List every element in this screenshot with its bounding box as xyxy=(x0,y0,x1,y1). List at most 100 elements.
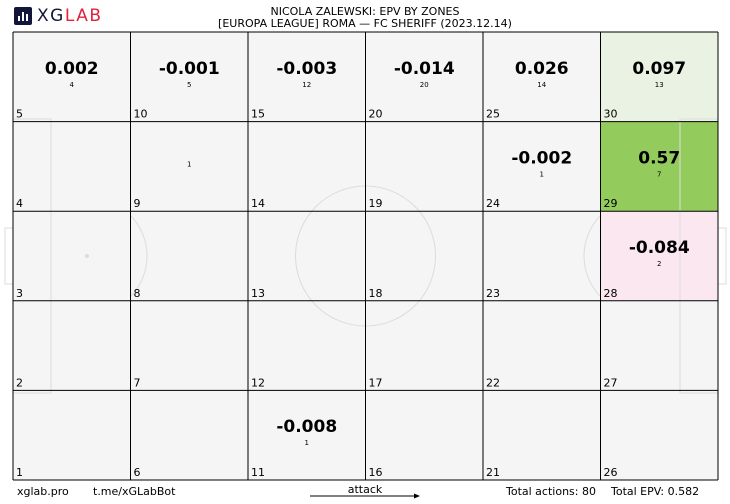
zone-id-label: 17 xyxy=(369,376,383,389)
actions-count-label: 1 xyxy=(305,439,309,447)
zone-id-label: 6 xyxy=(134,466,141,479)
epv-value-label: -0.008 xyxy=(276,417,337,437)
zone-cell-11 xyxy=(248,390,366,480)
zone-cell-28 xyxy=(600,211,718,301)
zone-cell-4 xyxy=(13,121,131,212)
brand-name-part1: XG xyxy=(37,6,65,26)
zone-cell-3 xyxy=(13,211,131,301)
zone-id-label: 9 xyxy=(134,197,141,210)
zone-id-label: 30 xyxy=(604,108,618,121)
actions-count-label: 2 xyxy=(657,260,661,268)
zone-id-label: 29 xyxy=(604,197,618,210)
zone-id-label: 13 xyxy=(251,287,265,300)
total-epv: Total EPV: 0.582 xyxy=(611,485,700,498)
zone-cell-21 xyxy=(483,390,601,480)
zone-cell-13 xyxy=(248,211,366,301)
zone-id-label: 14 xyxy=(251,197,265,210)
zone-cell-1 xyxy=(13,390,131,480)
actions-count-label: 1 xyxy=(187,160,191,168)
attack-arrow-icon xyxy=(310,493,420,499)
zone-cell-23 xyxy=(483,211,601,301)
zone-id-label: 19 xyxy=(369,197,383,210)
zone-id-label: 21 xyxy=(486,466,500,479)
zone-id-label: 15 xyxy=(251,108,265,121)
total-actions: Total actions: 80 xyxy=(506,485,596,498)
zone-cell-15 xyxy=(248,32,366,122)
pitch-right-arc xyxy=(583,215,601,297)
zone-cell-7 xyxy=(130,300,248,391)
zone-cell-25 xyxy=(483,32,601,122)
epv-value-label: -0.084 xyxy=(629,238,690,258)
zone-cell-6 xyxy=(130,390,248,480)
footer-site[interactable]: xglab.pro xyxy=(17,485,69,498)
zone-id-label: 12 xyxy=(251,376,265,389)
zone-id-label: 25 xyxy=(486,108,500,121)
zone-cell-16 xyxy=(365,390,483,480)
zone-id-label: 18 xyxy=(369,287,383,300)
zone-id-label: 27 xyxy=(604,376,618,389)
epv-value-label: -0.003 xyxy=(276,59,337,79)
zone-cell-8 xyxy=(130,211,248,301)
zone-id-label: 3 xyxy=(16,287,23,300)
zone-id-label: 7 xyxy=(134,376,141,389)
bar-chart-icon xyxy=(14,7,32,25)
footer-bot-link[interactable]: t.me/xGLabBot xyxy=(93,485,176,498)
zone-id-label: 1 xyxy=(16,466,23,479)
chart-title: NICOLA ZALEWSKI: EPV BY ZONES xyxy=(270,5,460,18)
zone-cell-19 xyxy=(365,121,483,212)
zone-cell-12 xyxy=(248,300,366,391)
pitch-left-penalty-spot xyxy=(85,254,89,258)
zone-cell-20 xyxy=(365,32,483,122)
actions-count-label: 20 xyxy=(420,81,429,89)
zone-id-label: 2 xyxy=(16,376,23,389)
zone-id-label: 11 xyxy=(251,466,265,479)
brand-name-part2: LAB xyxy=(64,6,103,26)
zone-cell-10 xyxy=(130,32,248,122)
actions-count-label: 7 xyxy=(657,170,661,178)
zone-cell-18 xyxy=(365,211,483,301)
zone-cell-30 xyxy=(600,32,718,122)
epv-value-label: 0.026 xyxy=(515,59,569,79)
actions-count-label: 1 xyxy=(540,170,544,178)
actions-count-label: 4 xyxy=(70,81,75,89)
zone-cell-14 xyxy=(248,121,366,212)
zone-cell-2 xyxy=(13,300,131,391)
zone-id-label: 26 xyxy=(604,466,618,479)
zone-cell-9 xyxy=(130,121,248,212)
zone-id-label: 16 xyxy=(369,466,383,479)
actions-count-label: 12 xyxy=(302,81,311,89)
actions-count-label: 5 xyxy=(187,81,191,89)
brand-name: XGLAB xyxy=(37,6,102,26)
zone-id-label: 28 xyxy=(604,287,618,300)
zone-cell-26 xyxy=(600,390,718,480)
zone-cell-17 xyxy=(365,300,483,391)
actions-count-label: 14 xyxy=(537,81,546,89)
zone-id-label: 24 xyxy=(486,197,500,210)
epv-value-label: 0.097 xyxy=(632,59,686,79)
zone-id-label: 20 xyxy=(369,108,383,121)
epv-value-label: -0.001 xyxy=(159,59,220,79)
zone-cell-24 xyxy=(483,121,601,212)
chart-subtitle: [EUROPA LEAGUE] ROMA — FC SHERIFF (2023.… xyxy=(218,17,512,30)
pitch-left-arc xyxy=(130,215,148,297)
epv-value-label: 0.002 xyxy=(45,59,99,79)
pitch-right-goal xyxy=(717,227,727,285)
epv-value-label: -0.014 xyxy=(394,59,455,79)
pitch-left-goal xyxy=(4,227,14,285)
zone-cell-27 xyxy=(600,300,718,391)
zone-cell-5 xyxy=(13,32,131,122)
zone-cell-29 xyxy=(600,121,718,212)
zone-cell-22 xyxy=(483,300,601,391)
zone-id-label: 22 xyxy=(486,376,500,389)
zone-id-label: 4 xyxy=(16,197,23,210)
epv-value-label: -0.002 xyxy=(511,148,572,168)
actions-count-label: 13 xyxy=(655,81,664,89)
zone-id-label: 23 xyxy=(486,287,500,300)
zone-id-label: 10 xyxy=(134,108,148,121)
zone-id-label: 5 xyxy=(16,108,23,121)
brand-logo: XGLAB xyxy=(14,6,102,26)
attack-direction-label: attack xyxy=(347,483,383,496)
zone-id-label: 8 xyxy=(134,287,141,300)
epv-value-label: 0.57 xyxy=(638,148,680,168)
